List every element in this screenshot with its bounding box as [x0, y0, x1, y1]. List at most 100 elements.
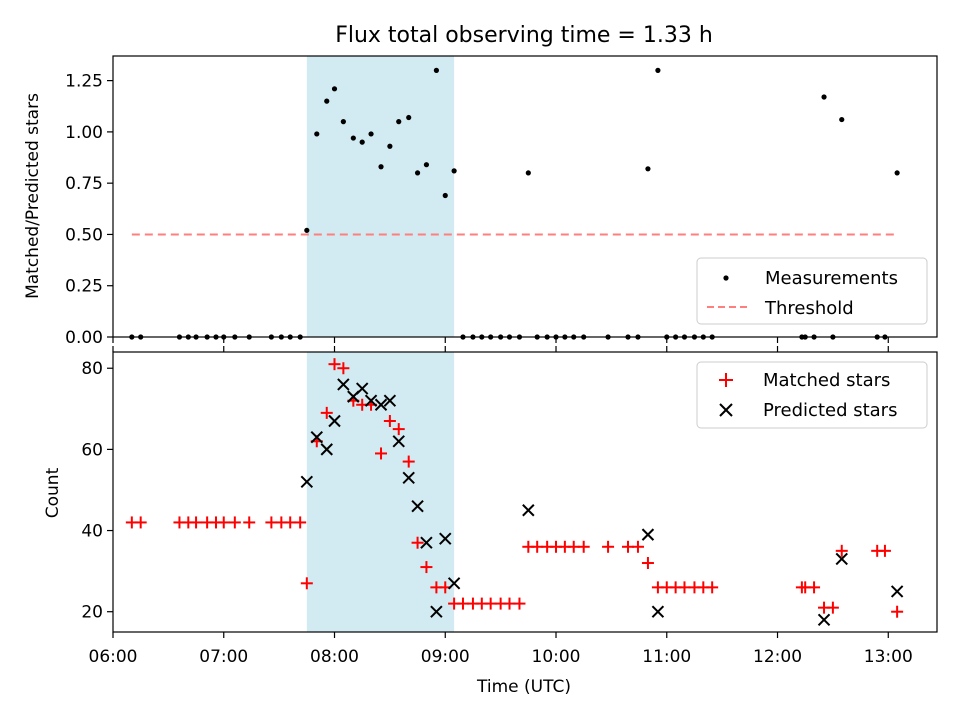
x-tick-label: 09:00 [421, 647, 470, 667]
measurement-point [331, 86, 338, 92]
chart-title: Flux total observing time = 1.33 h [335, 23, 713, 48]
predicted-star-point [651, 605, 665, 618]
x-axis-label: Time (UTC) [476, 677, 571, 697]
x-tick-label: 11:00 [642, 647, 691, 667]
bottom-x-ticks: 06:00 07:00 08:00 09:00 10:00 11:00 12:00 13:00 [89, 346, 913, 667]
legend-measurements-marker [723, 275, 729, 281]
bottom-legend: Matched stars Predicted stars [696, 361, 928, 429]
measurement-point [414, 170, 421, 176]
measurement-point [894, 170, 900, 176]
matched-star-point [320, 406, 333, 419]
matched-star-point [217, 516, 230, 529]
matched-star-point [243, 516, 256, 529]
matched-star-point [602, 540, 615, 553]
measurement-point [340, 119, 346, 125]
legend-threshold-label: Threshold [764, 298, 854, 319]
predicted-star-point [641, 528, 655, 541]
predicted-star-point [439, 532, 452, 545]
y-tick-label: 1.25 [65, 72, 103, 92]
y-tick-label: 80 [81, 359, 103, 379]
matched-star-point [631, 540, 644, 553]
matched-star-point [706, 581, 719, 594]
predicted-star-point [355, 382, 369, 395]
measurement-point [423, 162, 430, 168]
matched-stars-points [125, 358, 904, 618]
observing-interval-shade [306, 56, 455, 337]
y-tick-label: 40 [81, 522, 103, 542]
measurement-point [324, 98, 330, 104]
matched-star-point [328, 358, 341, 371]
matched-star-point [411, 536, 424, 549]
matched-star-point [190, 516, 203, 529]
x-tick-label: 06:00 [89, 647, 138, 667]
predicted-star-point [337, 378, 350, 391]
predicted-star-point [383, 394, 397, 407]
bottom-legend-box [696, 361, 928, 429]
predicted-star-point [300, 475, 314, 489]
measurement-point [525, 170, 531, 176]
bottom-y-ticks: 20 40 60 80 [81, 359, 113, 623]
matched-star-point [808, 581, 821, 594]
x-tick-label: 08:00 [310, 647, 359, 667]
top-y-ticks: 0.00 0.25 0.50 0.75 1.00 1.25 [65, 72, 113, 348]
matched-star-point [826, 601, 839, 614]
y-tick-label: 0.00 [65, 328, 103, 348]
predicted-star-point [890, 585, 904, 598]
measurement-point [314, 131, 320, 137]
bottom-plot-frame [112, 351, 938, 633]
measurement-point [839, 116, 845, 123]
observing-interval-shade [306, 352, 455, 632]
measurement-point [368, 131, 374, 137]
measurement-point [821, 94, 827, 100]
bottom-panel: 20 40 60 80 06:00 07:00 08:00 09:00 10:00 11:00 1… [43, 346, 938, 697]
y-tick-label: 1.00 [65, 123, 103, 143]
predicted-star-point [328, 414, 341, 428]
matched-star-point [392, 423, 405, 436]
matched-star-point [383, 414, 396, 427]
top-panel: 0.00 0.25 0.50 0.75 1.00 1.25 Matched/Predict… [23, 55, 938, 348]
predicted-star-point [392, 435, 405, 448]
matched-star-point [228, 516, 241, 529]
measurement-point [387, 143, 393, 149]
top-x-ticks [112, 337, 889, 343]
x-tick-label: 07:00 [199, 647, 248, 667]
predicted-star-point [320, 443, 333, 456]
matched-star-point [402, 455, 415, 468]
measurement-point [406, 114, 412, 121]
predicted-star-point [374, 398, 388, 411]
matched-star-point [294, 516, 307, 529]
top-y-axis-label: Matched/Predicted stars [23, 93, 43, 299]
matched-star-point [337, 362, 350, 375]
measurement-point [378, 164, 384, 170]
matched-star-point [134, 516, 147, 529]
measurement-point [655, 67, 661, 73]
measurement-point [396, 119, 402, 125]
x-tick-label: 10:00 [532, 647, 581, 667]
measurement-point [359, 139, 365, 145]
matched-star-point [513, 597, 526, 610]
matched-star-point [577, 540, 590, 553]
measurement-point [350, 135, 356, 141]
legend-measurements-label: Measurements [765, 268, 898, 289]
matched-star-point [878, 544, 891, 557]
x-tick-label: 12:00 [753, 647, 802, 667]
measurement-point [645, 166, 651, 172]
bottom-y-axis-label: Count [43, 467, 63, 518]
y-tick-label: 60 [81, 440, 103, 460]
y-tick-label: 0.50 [65, 225, 103, 245]
matched-star-point [420, 561, 433, 574]
matched-star-point [375, 447, 388, 460]
legend-matched-label: Matched stars [763, 370, 890, 391]
top-legend-box [696, 257, 928, 325]
matched-star-point [835, 544, 848, 557]
legend-predicted-marker [719, 403, 733, 417]
matched-star-point [891, 605, 904, 618]
y-tick-label: 0.25 [65, 277, 103, 297]
x-tick-label: 13:00 [864, 647, 913, 667]
top-plot-frame [112, 55, 938, 338]
matched-star-point [300, 577, 313, 590]
y-tick-label: 20 [81, 603, 103, 623]
measurement-point [433, 67, 439, 73]
measurement-point [451, 168, 457, 174]
